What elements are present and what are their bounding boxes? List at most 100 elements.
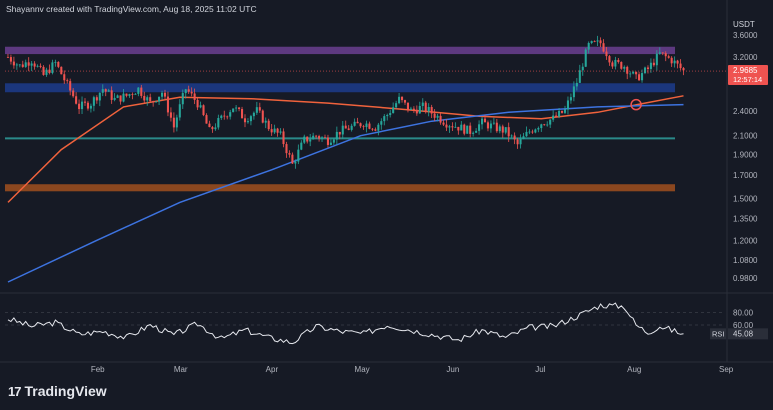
candle-body xyxy=(451,126,454,128)
candle xyxy=(131,92,134,100)
candle xyxy=(104,88,107,97)
candle xyxy=(436,113,439,122)
candle xyxy=(602,39,605,53)
candle xyxy=(575,78,578,91)
tradingview-logo[interactable]: 17 TradingView xyxy=(8,383,107,399)
candle xyxy=(569,93,572,104)
candle-body xyxy=(187,89,190,92)
candle-body xyxy=(249,116,252,122)
candle xyxy=(661,52,664,56)
candle xyxy=(12,56,15,69)
candle-body xyxy=(98,92,101,101)
candle-body xyxy=(596,40,599,42)
candle-body xyxy=(495,122,498,132)
candle-body xyxy=(131,94,134,95)
candle-body xyxy=(178,104,181,118)
candle-body xyxy=(540,124,543,129)
candle-body xyxy=(620,61,623,69)
candle xyxy=(146,95,149,106)
candle-body xyxy=(315,135,318,137)
candle-body xyxy=(21,64,24,67)
candle xyxy=(243,114,247,128)
candle xyxy=(158,96,161,105)
crossover-marker xyxy=(630,98,642,111)
candle xyxy=(39,63,42,69)
candle-body xyxy=(300,142,303,150)
candle-body xyxy=(158,96,161,102)
candle xyxy=(122,88,125,103)
candle-body xyxy=(377,124,380,131)
candle xyxy=(208,120,211,128)
candle-body xyxy=(584,49,587,67)
candle-body xyxy=(421,102,424,106)
price-tick-label: 1.5000 xyxy=(733,195,758,204)
candle-body xyxy=(528,131,531,133)
candle xyxy=(386,113,389,121)
candle xyxy=(252,111,255,120)
rsi-label-badge xyxy=(710,328,726,340)
candle xyxy=(273,124,276,134)
candle xyxy=(95,95,98,104)
candle-body xyxy=(383,116,386,122)
candle xyxy=(235,105,238,112)
candle-body xyxy=(152,101,155,102)
candle xyxy=(430,104,433,119)
candle xyxy=(519,134,522,149)
candle xyxy=(270,124,273,136)
candle xyxy=(398,92,401,105)
price-tick-label: 0.9800 xyxy=(733,274,758,283)
candle-body xyxy=(575,82,578,87)
candle-body xyxy=(238,107,241,110)
candle xyxy=(614,56,617,70)
candle xyxy=(143,91,146,103)
candle-body xyxy=(415,109,418,114)
candle-body xyxy=(83,101,87,103)
candle xyxy=(608,54,611,66)
candle-body xyxy=(312,135,315,140)
candle-body xyxy=(569,97,572,101)
candle xyxy=(181,89,184,109)
candle xyxy=(45,67,48,77)
candle-body xyxy=(563,109,567,113)
candle-body xyxy=(679,63,682,69)
candle xyxy=(406,102,409,113)
candle-body xyxy=(347,128,350,130)
candle xyxy=(249,114,252,126)
candle xyxy=(332,137,335,146)
candle xyxy=(454,122,457,128)
candle xyxy=(543,123,546,126)
candle-body xyxy=(107,90,110,92)
candle xyxy=(89,103,92,113)
zone-support-1 xyxy=(5,83,675,93)
candle xyxy=(389,109,392,118)
candle-body xyxy=(398,96,401,104)
candle-body xyxy=(549,119,552,125)
candle xyxy=(415,105,418,116)
candle-body xyxy=(510,135,513,137)
candle xyxy=(664,51,667,62)
candle xyxy=(525,126,528,137)
candle xyxy=(51,59,54,75)
candle xyxy=(282,128,285,148)
candle-body xyxy=(30,63,33,66)
candle xyxy=(632,70,635,75)
candle xyxy=(593,40,596,43)
candle-body xyxy=(125,93,128,96)
candle-body xyxy=(664,53,667,57)
candle xyxy=(383,114,386,126)
candle xyxy=(184,88,187,99)
candle xyxy=(232,108,235,113)
candle xyxy=(326,134,329,148)
rsi-line xyxy=(7,302,684,345)
candle xyxy=(475,128,478,133)
candle-body xyxy=(454,126,457,128)
candle xyxy=(587,41,590,54)
candle-body xyxy=(350,125,353,130)
candle xyxy=(318,134,321,142)
candle xyxy=(119,95,122,105)
candle xyxy=(81,96,84,114)
candle-body xyxy=(489,123,492,129)
candle-body xyxy=(285,144,288,154)
